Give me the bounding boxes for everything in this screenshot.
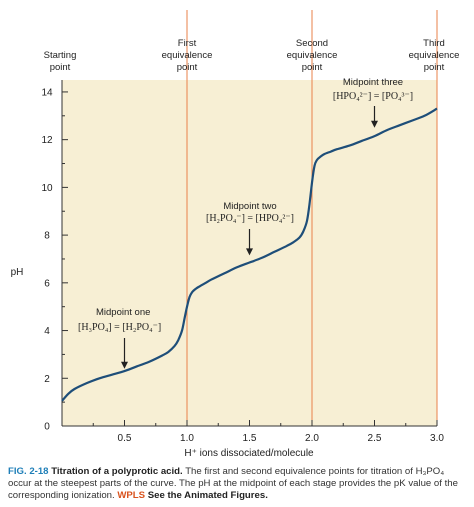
midpoint-title: Midpoint one [96, 307, 150, 318]
y-axis-title: pH [11, 267, 24, 278]
x-tick-label: 2.5 [368, 433, 382, 444]
equivalence-header-text: Second [296, 38, 328, 49]
x-tick-label: 1.0 [180, 433, 194, 444]
midpoint-arrow-head [371, 120, 378, 128]
y-tick-label: 10 [41, 183, 53, 194]
equivalence-header-text: point [302, 62, 323, 73]
equivalence-header-text: equivalence [162, 50, 213, 61]
equivalence-header-text: Third [423, 38, 445, 49]
y-tick-label: 0 [44, 422, 50, 433]
midpoint-equation: [HPO₄²⁻] = [PO₄³⁻] [333, 91, 413, 102]
equivalence-header-text: equivalence [409, 50, 460, 61]
wpls-label: WPLS [117, 490, 146, 501]
y-tick-label: 12 [41, 135, 53, 146]
y-tick-label: 8 [44, 231, 50, 242]
equivalence-header-text: point [177, 62, 198, 73]
equivalence-header-text: point [50, 62, 71, 73]
figure-number: FIG. 2-18 [8, 466, 49, 477]
x-tick-label: 1.5 [243, 433, 257, 444]
titration-curve-group [61, 107, 438, 402]
midpoint-title: Midpoint three [343, 77, 403, 88]
x-tick-label: 0.5 [118, 433, 132, 444]
equivalence-header-text: Starting [44, 50, 77, 61]
titration-curve [61, 107, 438, 402]
equivalence-header-text: First [178, 38, 197, 49]
equivalence-header-text: point [424, 62, 445, 73]
figure-caption: FIG. 2-18 Titration of a polyprotic acid… [8, 466, 468, 502]
midpoint-arrow-head [246, 248, 253, 256]
caption-body: The first and second equivalence points … [8, 466, 458, 501]
y-tick-label: 2 [44, 374, 50, 385]
midpoint-arrow-head [121, 361, 128, 369]
x-axis-title: H⁺ ions dissociated/molecule [184, 448, 314, 459]
titration-chart: StartingpointFirstequivalencepointSecond… [11, 10, 460, 459]
midpoint-equation: [H₃PO₄] = [H₂PO₄⁻] [78, 322, 161, 333]
y-tick-label: 4 [44, 326, 50, 337]
y-tick-label: 6 [44, 278, 50, 289]
x-tick-label: 3.0 [430, 433, 444, 444]
equivalence-lines [186, 10, 438, 426]
midpoint-equation: [H₂PO₄⁻] = [HPO₄²⁻] [206, 213, 294, 224]
x-tick-label: 2.0 [305, 433, 319, 444]
figure-title: Titration of a polyprotic acid. [51, 466, 183, 477]
midpoint-annotations: Midpoint one [H₃PO₄] = [H₂PO₄⁻] Midpoint t… [78, 77, 413, 369]
axes: 0 2 4 6 8 10 12 14 0.5 1.0 1.5 2.0 2.5 3.0 pH H⁺ ions d… [11, 80, 444, 459]
y-tick-label: 14 [41, 87, 53, 98]
animated-figures-link[interactable]: See the Animated Figures. [147, 490, 268, 501]
equivalence-headers: StartingpointFirstequivalencepointSecond… [44, 38, 460, 73]
equivalence-header-text: equivalence [287, 50, 338, 61]
midpoint-title: Midpoint two [223, 201, 276, 212]
